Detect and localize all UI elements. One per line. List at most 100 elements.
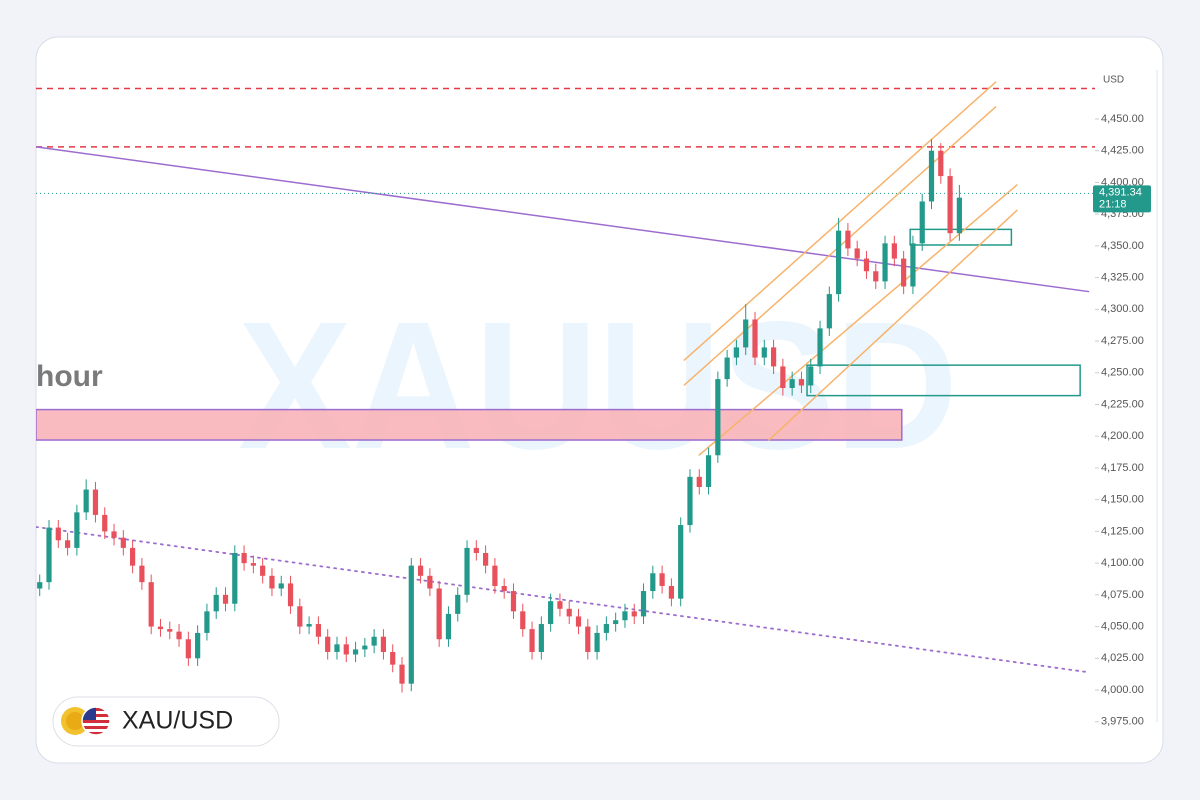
y-tick-label: 4,075.00 (1101, 589, 1144, 601)
candle-body (55, 527, 61, 541)
candle-body (371, 636, 377, 646)
candle-body (873, 271, 879, 282)
candle-body (352, 649, 359, 655)
candle-body (826, 294, 832, 329)
symbol-pill: XAU/USD (52, 696, 280, 747)
candle-body (297, 606, 303, 627)
candle-body (510, 591, 517, 612)
timeframe-label: hour (36, 360, 103, 393)
symbol-label: XAU/USD (122, 707, 233, 735)
candle-body (64, 540, 71, 548)
candle-body (947, 176, 953, 234)
candle-body (445, 613, 452, 640)
candle-body (483, 552, 489, 566)
y-tick-label: 4,000.00 (1101, 684, 1144, 696)
candle-body (464, 547, 470, 595)
y-tick-label: 4,150.00 (1101, 494, 1144, 506)
candle-body (928, 150, 935, 202)
candle-body (167, 629, 173, 632)
candle-body (622, 611, 628, 621)
candle-body (399, 664, 405, 684)
candle-body (120, 537, 126, 548)
candle-body (603, 624, 609, 633)
candle-body (613, 620, 619, 625)
candle-body (92, 489, 99, 515)
candle-body (836, 230, 842, 295)
candle-body (891, 243, 897, 259)
candle-body (956, 197, 962, 234)
last-price-label: 4,391.34 (1099, 186, 1142, 198)
candle-body (575, 616, 582, 627)
y-tick-label: 3,975.00 (1101, 716, 1144, 728)
candle-body (780, 366, 786, 389)
candle-body (232, 552, 238, 604)
trendline (698, 184, 1018, 456)
candle-body (334, 644, 340, 652)
candle-body (845, 230, 851, 249)
y-tick-label: 4,050.00 (1101, 620, 1144, 632)
y-tick-label: 4,175.00 (1101, 462, 1144, 474)
candle-body (492, 565, 498, 586)
candle-body (148, 582, 154, 627)
last-price-box (1093, 185, 1151, 213)
candle-body (808, 366, 814, 386)
candle-body (919, 201, 925, 244)
candle-body (733, 347, 740, 358)
y-tick-label: 4,450.00 (1101, 113, 1144, 125)
candle-body (548, 601, 554, 625)
candle-body (185, 639, 191, 659)
candle-body (631, 611, 637, 617)
candle-body (436, 588, 442, 640)
y-tick-label: 4,250.00 (1101, 367, 1144, 379)
candle-body (938, 150, 944, 177)
candle-body (557, 601, 563, 609)
candle-body (724, 357, 730, 380)
axis-unit: USD (1103, 75, 1124, 86)
candle-body (269, 575, 275, 589)
candle-body (659, 573, 665, 586)
candle-body (157, 626, 164, 630)
countdown-label: 21:18 (1099, 198, 1127, 210)
candle-body (566, 608, 572, 617)
candle-body (882, 243, 888, 282)
candle-body (668, 585, 674, 599)
candle-body (250, 563, 256, 566)
candle-body (130, 547, 136, 566)
zone (36, 408, 903, 441)
candle-body (343, 644, 349, 655)
candle-body (306, 624, 312, 627)
y-tick-label: 4,125.00 (1101, 525, 1144, 537)
trendline (768, 209, 1018, 441)
y-tick-label: 4,325.00 (1101, 272, 1144, 284)
candle-body (501, 585, 507, 592)
candle-body (854, 248, 860, 259)
candle-body (427, 575, 433, 589)
candle-body (640, 591, 647, 617)
candle-body (520, 611, 526, 630)
candle-body (770, 347, 777, 367)
zone (806, 364, 1081, 397)
candle-body (538, 624, 544, 652)
y-tick-label: 4,225.00 (1101, 398, 1144, 410)
candle-body (102, 514, 108, 532)
card (35, 36, 1164, 764)
candle-body (139, 565, 145, 583)
candle-body (761, 347, 767, 358)
candle-body (111, 531, 117, 538)
plot-area: XAUUSD hour (36, 81, 1095, 693)
candle-body (705, 455, 712, 487)
pill-bg (52, 696, 280, 747)
candle-body (594, 632, 600, 652)
candle-body (287, 583, 294, 607)
candle-body (380, 636, 387, 652)
candle-body (678, 525, 684, 599)
candle-body (390, 651, 396, 665)
candle-body (37, 582, 43, 589)
candle-body (585, 626, 591, 652)
candle-body (204, 611, 210, 633)
candle-body (715, 379, 721, 456)
y-tick-label: 4,300.00 (1101, 303, 1144, 315)
y-tick-label: 4,100.00 (1101, 557, 1144, 569)
candle-body (222, 594, 229, 604)
